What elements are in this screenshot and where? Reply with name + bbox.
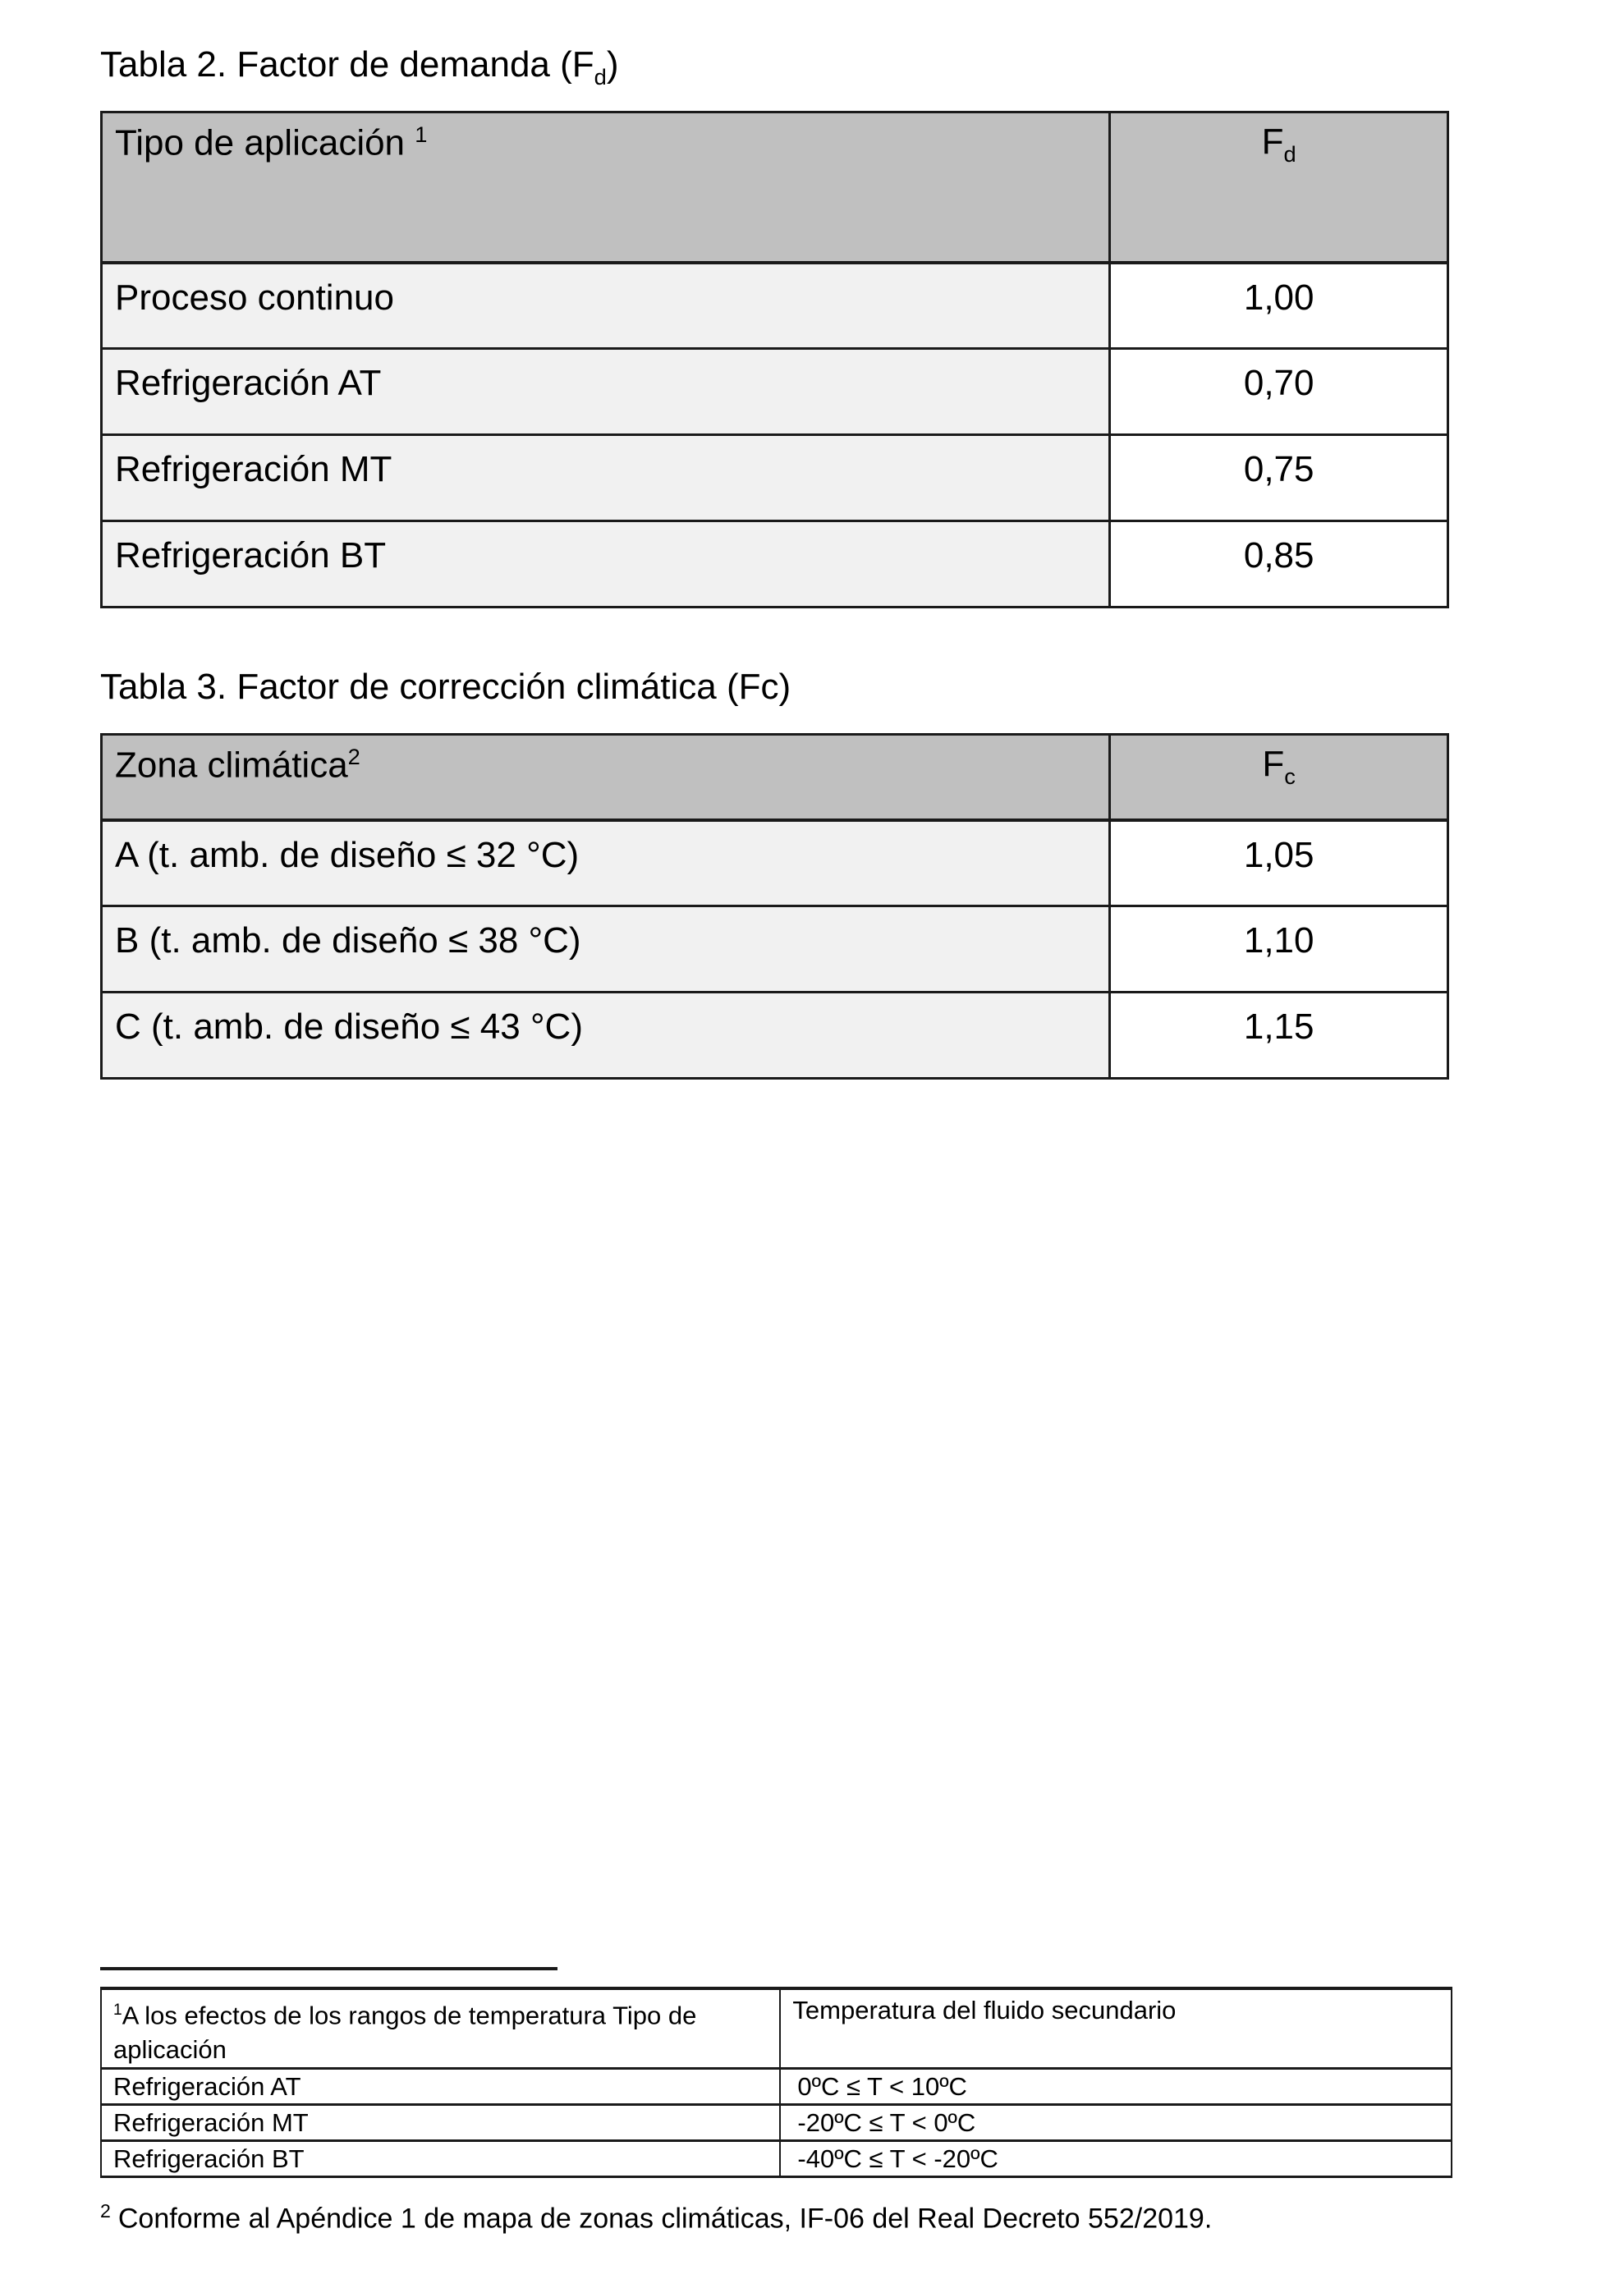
footnote1-header-secondary-fluid: Temperatura del fluido secundario: [779, 1987, 1452, 2070]
table2-header-fd-label: F: [1261, 122, 1284, 162]
table3-header-fc: Fc: [1108, 733, 1449, 822]
table2-header-footnote-marker: 1: [415, 122, 428, 147]
table3-header-climate-zone-label: Zona climática: [115, 745, 348, 786]
footnote1-row-label: Refrigeración MT: [99, 2103, 782, 2143]
footnote1-header-application: 1A los efectos de los rangos de temperat…: [99, 1987, 782, 2070]
table-row: Refrigeración MT 0,75: [99, 433, 1449, 522]
table3-title: Tabla 3. Factor de corrección climática …: [100, 667, 791, 707]
table2-row-label: Refrigeración BT: [99, 520, 1112, 608]
footnote1-marker: 1: [113, 2002, 122, 2019]
table2-title-text: Tabla 2. Factor de demanda (F: [100, 44, 594, 85]
table2-row-value: 1,00: [1108, 261, 1449, 350]
footnote1-row-range: 0ºC ≤ T < 10ºC: [779, 2067, 1452, 2107]
table-row: C (t. amb. de diseño ≤ 43 °C) 1,15: [99, 991, 1449, 1080]
table-row: Refrigeración MT -20ºC ≤ T < 0ºC: [99, 2103, 1452, 2143]
footnote1-header-row: 1A los efectos de los rangos de temperat…: [99, 1987, 1452, 2070]
table2-header-fd: Fd: [1108, 111, 1449, 264]
footnote2-text: Conforme al Apéndice 1 de mapa de zonas …: [117, 2203, 1213, 2235]
table2-row-value: 0,70: [1108, 347, 1449, 436]
table3-row-label: B (t. amb. de diseño ≤ 38 °C): [99, 905, 1112, 993]
table2-row-label: Refrigeración MT: [99, 433, 1112, 522]
footnote1-header-application-label: A los efectos de los rangos de temperatu…: [113, 2001, 697, 2065]
table2-header-application-type: Tipo de aplicación 1: [99, 111, 1112, 264]
table-row: Proceso continuo 1,00: [99, 261, 1449, 350]
footnote1-row-range: -20ºC ≤ T < 0ºC: [779, 2103, 1452, 2143]
table3-header-footnote-marker: 2: [347, 744, 360, 769]
table2-row-label: Proceso continuo: [99, 261, 1112, 350]
table-row: B (t. amb. de diseño ≤ 38 °C) 1,10: [99, 905, 1449, 993]
table2-row-value: 0,85: [1108, 520, 1449, 608]
footnote-separator-rule: [100, 1967, 557, 1970]
table3-header-fc-label: F: [1262, 744, 1285, 784]
footnote2-marker: 2: [100, 2200, 111, 2222]
table2-row-value: 0,75: [1108, 433, 1449, 522]
footnote1-row-label: Refrigeración AT: [99, 2067, 782, 2107]
table3-header-row: Zona climática2 Fc: [99, 733, 1449, 822]
footnote1-row-label: Refrigeración BT: [99, 2139, 782, 2179]
footnote2: 2 Conforme al Apéndice 1 de mapa de zonas…: [100, 2200, 1212, 2235]
table3-header-climate-zone: Zona climática2: [99, 733, 1112, 822]
table3-row-label: C (t. amb. de diseño ≤ 43 °C): [99, 991, 1112, 1080]
table2-header-fd-subscript: d: [1283, 140, 1296, 167]
table-row: Refrigeración BT 0,85: [99, 520, 1449, 608]
table2-title-suffix: ): [606, 44, 619, 85]
table3-row-value: 1,15: [1108, 991, 1449, 1080]
table-row: A (t. amb. de diseño ≤ 32 °C) 1,05: [99, 819, 1449, 907]
climate-correction-table: Zona climática2 Fc A (t. amb. de diseño …: [99, 733, 1449, 1080]
demand-factor-table: Tipo de aplicación 1 Fd Proceso continuo…: [99, 111, 1449, 608]
table-row: Refrigeración BT -40ºC ≤ T < -20ºC: [99, 2139, 1452, 2179]
table3-row-label: A (t. amb. de diseño ≤ 32 °C): [99, 819, 1112, 907]
footnote1-temperature-table: 1A los efectos de los rangos de temperat…: [99, 1987, 1452, 2179]
table2-title: Tabla 2. Factor de demanda (Fd): [100, 44, 618, 89]
table2-header-row: Tipo de aplicación 1 Fd: [99, 111, 1449, 264]
table3-row-value: 1,05: [1108, 819, 1449, 907]
table3-header-fc-subscript: c: [1284, 763, 1296, 789]
table-row: Refrigeración AT 0,70: [99, 347, 1449, 436]
table2-row-label: Refrigeración AT: [99, 347, 1112, 436]
table2-header-application-type-label: Tipo de aplicación: [115, 122, 415, 163]
table3-row-value: 1,10: [1108, 905, 1449, 993]
table2-title-subscript: d: [594, 63, 607, 89]
footnote1-row-range: -40ºC ≤ T < -20ºC: [779, 2139, 1452, 2179]
table-row: Refrigeración AT 0ºC ≤ T < 10ºC: [99, 2067, 1452, 2107]
